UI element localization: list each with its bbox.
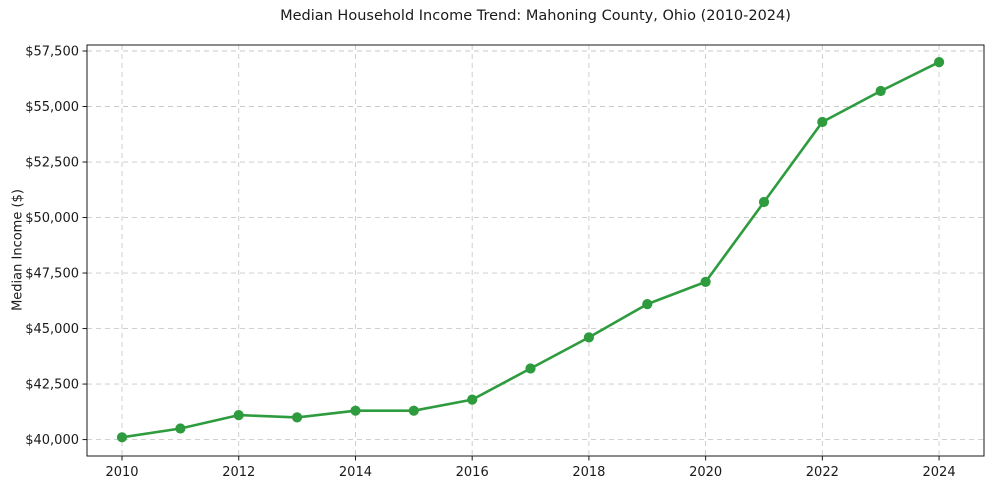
data-point-2012 xyxy=(233,410,244,421)
x-tick-label: 2022 xyxy=(806,465,839,480)
data-point-2022 xyxy=(817,116,828,128)
trend-line xyxy=(120,60,941,439)
data-point-2016 xyxy=(467,394,478,405)
data-point-2011 xyxy=(175,423,186,434)
data-point-2019 xyxy=(642,299,653,310)
y-tick-label: $57,500 xyxy=(25,44,79,59)
x-tick-label: 2014 xyxy=(339,465,372,480)
x-tick-label: 2024 xyxy=(923,465,956,480)
y-tick-label: $52,500 xyxy=(25,156,79,171)
y-tick-label: $47,500 xyxy=(25,267,79,282)
x-tick-label: 2010 xyxy=(105,465,138,480)
data-point-2017 xyxy=(525,363,536,374)
data-point-2024 xyxy=(934,57,945,68)
x-tick-label: 2020 xyxy=(689,465,722,480)
y-tick-label: $45,000 xyxy=(25,322,79,337)
y-tick-label: $42,500 xyxy=(25,378,79,393)
data-point-2014 xyxy=(350,405,361,416)
x-tick-label: 2018 xyxy=(572,465,605,480)
x-tick-label: 2016 xyxy=(456,465,489,480)
data-point-2023 xyxy=(875,85,886,97)
y-tick-label: $40,000 xyxy=(25,433,79,448)
data-point-2018 xyxy=(583,332,595,343)
data-point-2020 xyxy=(700,276,711,287)
y-tick-label: $50,000 xyxy=(25,211,79,226)
data-point-2021 xyxy=(758,196,770,208)
data-point-2015 xyxy=(408,405,419,416)
x-tick-label: 2012 xyxy=(222,465,255,480)
data-point-2010 xyxy=(116,432,128,443)
chart-title: Median Household Income Trend: Mahoning … xyxy=(280,8,791,24)
axes-border xyxy=(86,44,985,457)
y-axis-title: Median Income ($) xyxy=(10,189,26,311)
data-point-2013 xyxy=(292,412,303,423)
y-tick-label: $55,000 xyxy=(25,100,79,115)
